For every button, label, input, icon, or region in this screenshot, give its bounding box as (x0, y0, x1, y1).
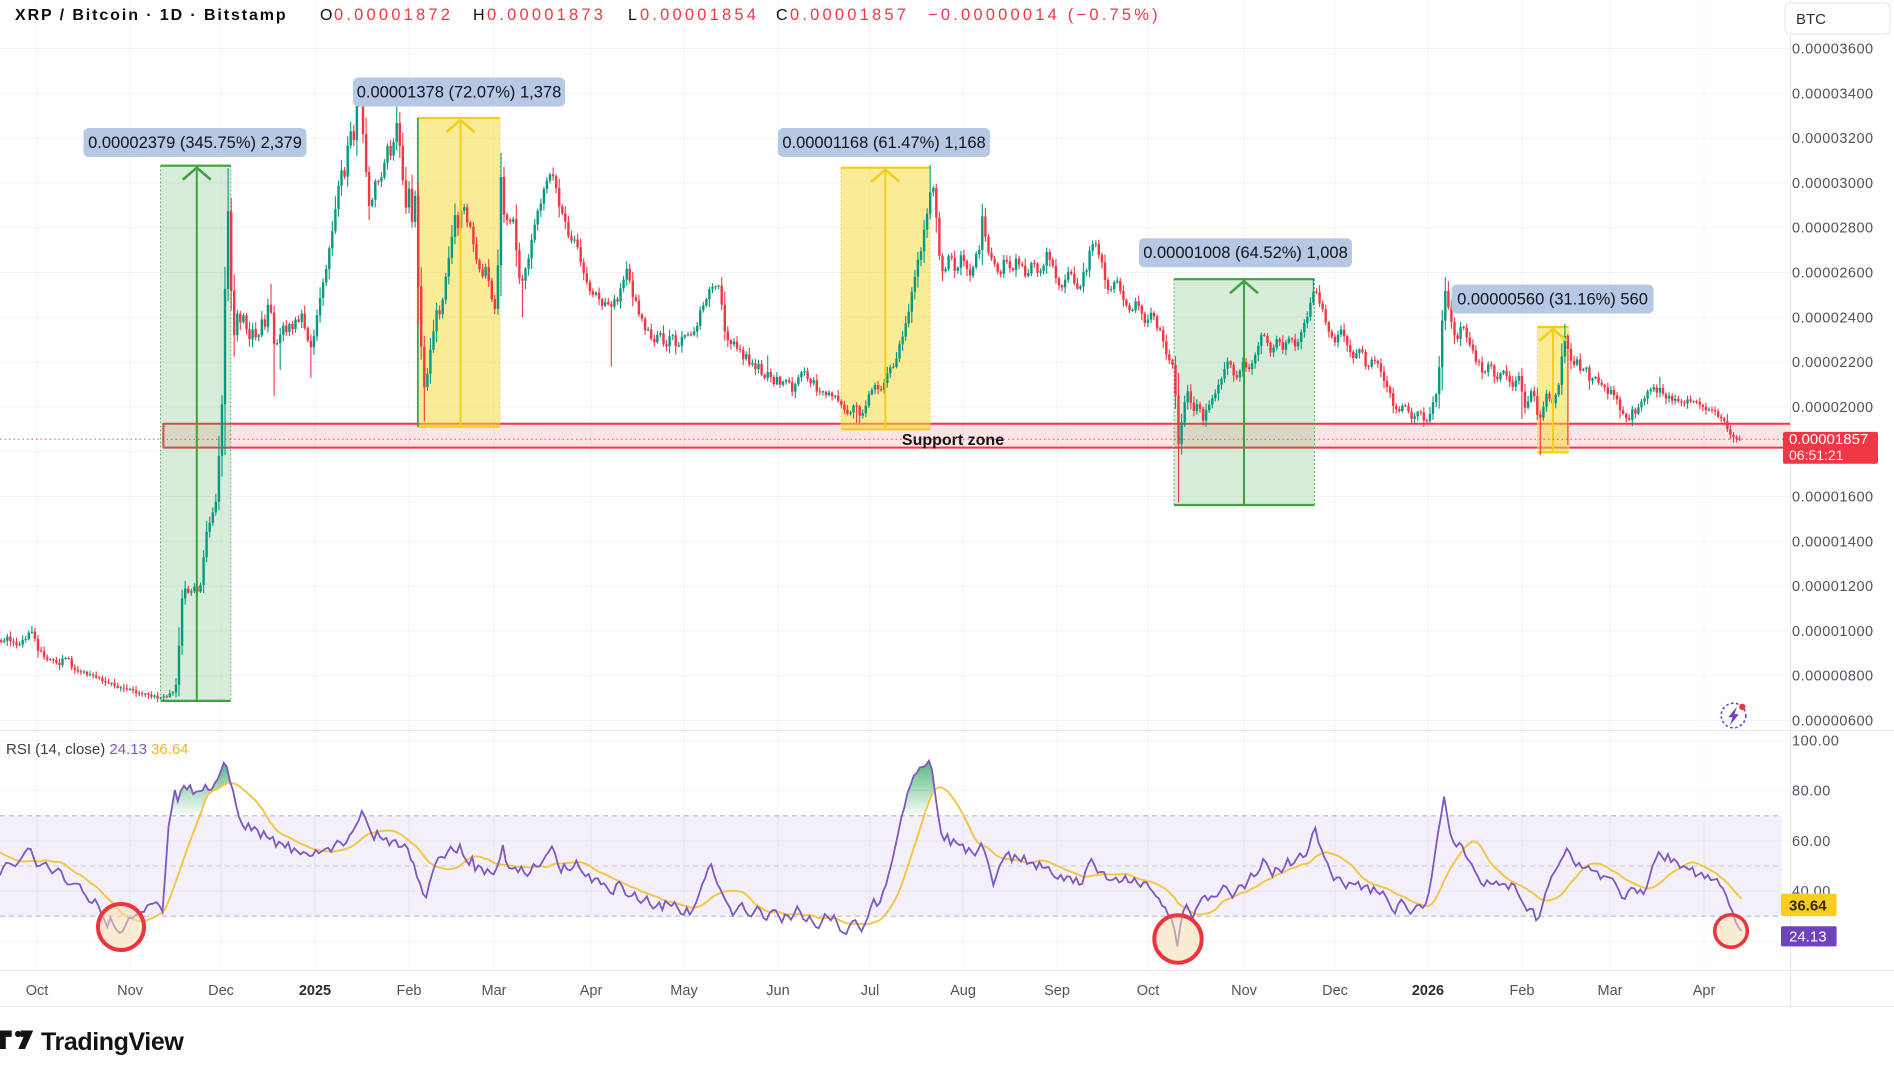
svg-text:0.00001857: 0.00001857 (1789, 431, 1868, 448)
svg-text:0.00000600: 0.00000600 (1792, 714, 1874, 730)
svg-text:2026: 2026 (1412, 983, 1444, 999)
svg-text:0.00001400: 0.00001400 (1792, 534, 1874, 550)
svg-text:Sep: Sep (1044, 983, 1070, 999)
svg-text:Mar: Mar (1598, 983, 1623, 999)
svg-text:Jun: Jun (766, 983, 789, 999)
svg-text:0.00001872: 0.00001872 (334, 6, 453, 24)
svg-text:0.00002800: 0.00002800 (1792, 221, 1874, 237)
svg-text:0.00003400: 0.00003400 (1792, 86, 1874, 102)
svg-text:0.00002400: 0.00002400 (1792, 310, 1874, 326)
svg-text:0.00002000: 0.00002000 (1792, 400, 1874, 416)
svg-text:0.00003000: 0.00003000 (1792, 176, 1874, 192)
svg-text:36.64: 36.64 (1789, 898, 1827, 915)
svg-text:Jul: Jul (861, 983, 880, 999)
svg-text:0.00002600: 0.00002600 (1792, 266, 1874, 282)
svg-text:80.00: 80.00 (1792, 784, 1831, 800)
svg-text:0.00001854: 0.00001854 (640, 6, 759, 24)
svg-text:XRP / Bitcoin · 1D · Bitstamp: XRP / Bitcoin · 1D · Bitstamp (15, 7, 288, 24)
svg-text:Oct: Oct (1137, 983, 1160, 999)
svg-text:BTC: BTC (1796, 11, 1826, 28)
svg-text:C: C (776, 7, 789, 24)
svg-text:H: H (473, 7, 486, 24)
svg-text:0.00000560 (31.16%) 560: 0.00000560 (31.16%) 560 (1457, 291, 1648, 309)
svg-text:60.00: 60.00 (1792, 834, 1831, 850)
svg-text:0.00001873: 0.00001873 (487, 6, 606, 24)
svg-text:0.00001000: 0.00001000 (1792, 624, 1874, 640)
svg-text:0.00002200: 0.00002200 (1792, 355, 1874, 371)
svg-text:0.00001168 (61.47%) 1,168: 0.00001168 (61.47%) 1,168 (782, 134, 985, 152)
svg-text:100.00: 100.00 (1792, 733, 1839, 749)
svg-text:Feb: Feb (1510, 983, 1535, 999)
svg-text:Oct: Oct (26, 983, 49, 999)
svg-text:O: O (320, 7, 334, 24)
svg-text:06:51:21: 06:51:21 (1789, 447, 1844, 463)
svg-text:Apr: Apr (1693, 983, 1716, 999)
svg-text:24.13: 24.13 (1789, 929, 1827, 946)
svg-text:TradingView: TradingView (41, 1028, 184, 1056)
svg-text:Apr: Apr (580, 983, 603, 999)
svg-text:0.00001600: 0.00001600 (1792, 490, 1874, 506)
svg-text:0.00003200: 0.00003200 (1792, 131, 1874, 147)
svg-text:2025: 2025 (299, 983, 331, 999)
svg-text:Dec: Dec (208, 983, 234, 999)
svg-text:Support zone: Support zone (902, 432, 1004, 449)
svg-text:0.00001008 (64.52%) 1,008: 0.00001008 (64.52%) 1,008 (1143, 244, 1348, 262)
svg-text:L: L (628, 7, 638, 24)
svg-text:May: May (670, 983, 698, 999)
svg-text:0.00003600: 0.00003600 (1792, 42, 1874, 58)
svg-text:RSI (14, close) 24.13 36.64: RSI (14, close) 24.13 36.64 (6, 741, 189, 758)
svg-text:0.00001857: 0.00001857 (790, 6, 909, 24)
svg-text:0.00001378 (72.07%) 1,378: 0.00001378 (72.07%) 1,378 (357, 84, 562, 102)
svg-text:Dec: Dec (1322, 983, 1348, 999)
svg-text:0.00001200: 0.00001200 (1792, 579, 1874, 595)
svg-text:−0.00000014 (−0.75%): −0.00000014 (−0.75%) (928, 6, 1161, 24)
svg-text:Feb: Feb (397, 983, 422, 999)
svg-text:Aug: Aug (950, 983, 976, 999)
svg-text:Mar: Mar (482, 983, 507, 999)
svg-text:0.00002379 (345.75%) 2,379: 0.00002379 (345.75%) 2,379 (88, 134, 302, 152)
svg-text:Nov: Nov (117, 983, 144, 999)
svg-text:0.00000800: 0.00000800 (1792, 669, 1874, 685)
svg-text:Nov: Nov (1231, 983, 1258, 999)
